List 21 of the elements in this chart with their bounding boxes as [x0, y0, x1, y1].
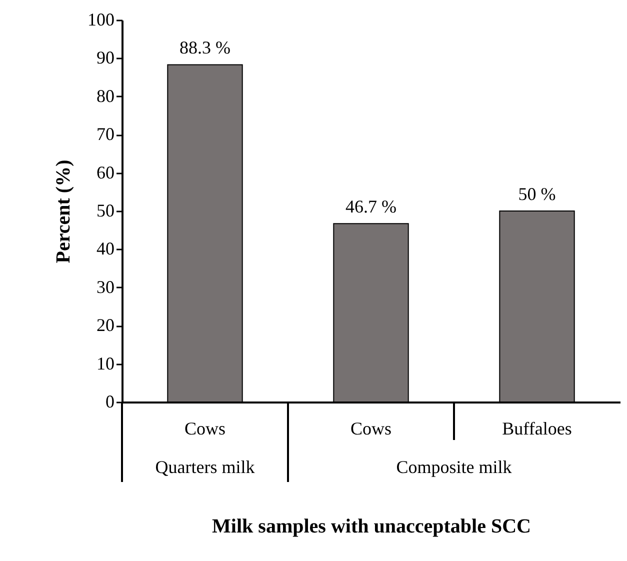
- x-tick-label: Cows: [184, 418, 226, 438]
- x-tick-label: Cows: [350, 418, 392, 438]
- y-tick-label: 70: [96, 124, 114, 144]
- y-tick-label: 50: [96, 200, 114, 220]
- y-axis-title: Percent (%): [52, 160, 74, 264]
- y-tick-label: 0: [106, 392, 114, 412]
- y-tick-label: 60: [96, 162, 114, 182]
- y-tick-label: 40: [96, 238, 114, 259]
- y-tick-label: 10: [96, 353, 114, 374]
- y-tick-label: 80: [96, 86, 114, 106]
- y-tick-label: 100: [88, 10, 114, 30]
- x-tick-label: Buffaloes: [502, 418, 572, 438]
- data-label: 88.3 %: [180, 38, 230, 58]
- x-axis-title: Milk samples with unacceptable SCC: [212, 516, 531, 538]
- text: Quarters milk: [154, 457, 256, 478]
- y-tick-label: 90: [96, 48, 114, 68]
- y-tick-label: 30: [96, 276, 114, 297]
- data-label: 46.7 %: [346, 196, 396, 217]
- y-tick-label: 20: [96, 315, 114, 336]
- data-label: 50 %: [518, 184, 556, 204]
- text: Composite milk: [395, 457, 513, 478]
